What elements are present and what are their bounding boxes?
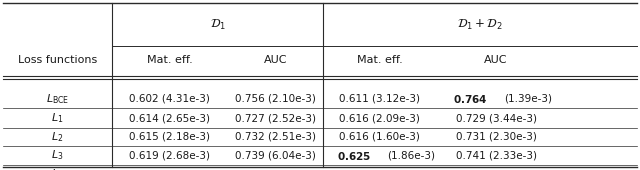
Text: (1.86e-3): (1.86e-3)	[388, 151, 435, 160]
Text: 0.616 (2.09e-3): 0.616 (2.09e-3)	[339, 113, 420, 123]
Text: 0.619 (2.68e-3): 0.619 (2.68e-3)	[129, 151, 210, 160]
Text: Mat. eff.: Mat. eff.	[356, 55, 403, 65]
Text: 0.617 (2.55e-3): 0.617 (2.55e-3)	[339, 169, 420, 170]
Text: 0.756 (2.10e-3): 0.756 (2.10e-3)	[235, 94, 316, 104]
Text: 0.733 (3.96e-3): 0.733 (3.96e-3)	[456, 169, 536, 170]
Text: 0.731 (2.30e-3): 0.731 (2.30e-3)	[456, 132, 536, 142]
Text: $\mathbf{0.625}$: $\mathbf{0.625}$	[337, 150, 371, 162]
Text: $\mathcal{D}_1$: $\mathcal{D}_1$	[209, 18, 226, 32]
Text: $L_{\mathrm{4}}$: $L_{\mathrm{4}}$	[51, 167, 64, 170]
Text: 0.741 (2.33e-3): 0.741 (2.33e-3)	[456, 151, 536, 160]
Text: (1.39e-3): (1.39e-3)	[504, 94, 552, 104]
Text: 0.729 (3.44e-3): 0.729 (3.44e-3)	[456, 113, 536, 123]
Text: Loss functions: Loss functions	[18, 55, 97, 65]
Text: AUC: AUC	[484, 55, 508, 65]
Text: $\mathbf{0.764}$: $\mathbf{0.764}$	[453, 93, 488, 105]
Text: $\mathcal{D}_1 + \mathcal{D}_2$: $\mathcal{D}_1 + \mathcal{D}_2$	[457, 18, 503, 32]
Text: 0.727 (2.52e-3): 0.727 (2.52e-3)	[235, 113, 316, 123]
Text: 0.615 (2.18e-3): 0.615 (2.18e-3)	[129, 132, 210, 142]
Text: $L_{\mathrm{2}}$: $L_{\mathrm{2}}$	[51, 130, 64, 144]
Text: 0.732 (2.51e-3): 0.732 (2.51e-3)	[235, 132, 316, 142]
Text: 0.602 (4.31e-3): 0.602 (4.31e-3)	[129, 94, 210, 104]
Text: AUC: AUC	[264, 55, 287, 65]
Text: 0.734 (2.10e-3): 0.734 (2.10e-3)	[235, 169, 316, 170]
Text: 0.614 (2.65e-3): 0.614 (2.65e-3)	[129, 113, 210, 123]
Text: 0.616 (2.33e-3): 0.616 (2.33e-3)	[129, 169, 210, 170]
Text: Mat. eff.: Mat. eff.	[147, 55, 193, 65]
Text: 0.611 (3.12e-3): 0.611 (3.12e-3)	[339, 94, 420, 104]
Text: $L_{\mathrm{1}}$: $L_{\mathrm{1}}$	[51, 111, 64, 125]
Text: 0.616 (1.60e-3): 0.616 (1.60e-3)	[339, 132, 420, 142]
Text: $L_{\mathrm{3}}$: $L_{\mathrm{3}}$	[51, 149, 64, 163]
Text: $L_{\mathrm{BCE}}$: $L_{\mathrm{BCE}}$	[46, 92, 69, 106]
Text: 0.739 (6.04e-3): 0.739 (6.04e-3)	[235, 151, 316, 160]
